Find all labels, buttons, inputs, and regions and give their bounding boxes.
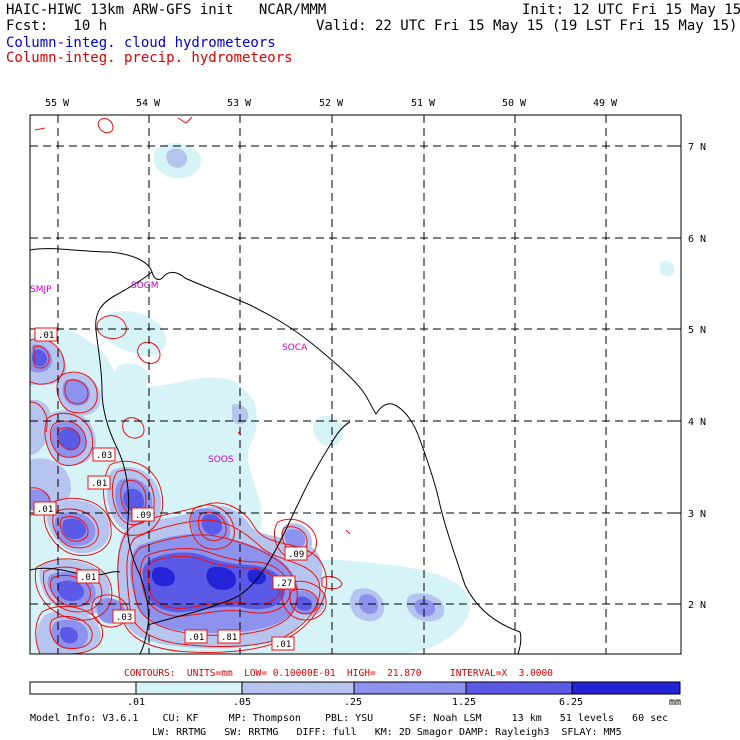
colorbar-segment bbox=[571, 681, 681, 695]
color-bar bbox=[29, 681, 681, 695]
svg-text:.03: .03 bbox=[96, 451, 112, 461]
contour-label: .03 bbox=[112, 609, 136, 624]
colorbar-units: mm bbox=[669, 697, 681, 708]
contour-label: .01 bbox=[34, 327, 58, 342]
colorbar-segment bbox=[465, 681, 573, 695]
precip-legend: Column-integ. precip. hydrometeors bbox=[6, 50, 293, 66]
colorbar-tick: 6.25 bbox=[559, 697, 583, 708]
lon-label: 50 W bbox=[502, 98, 527, 109]
lat-label: 6 N bbox=[688, 234, 706, 245]
lat-label: 4 N bbox=[688, 417, 706, 428]
contour-label: .01 bbox=[184, 629, 208, 644]
station-label: SOCA bbox=[282, 343, 308, 353]
forecast-hour: Fcst: 10 h bbox=[6, 18, 108, 34]
colorbar-segment bbox=[29, 681, 137, 695]
longitude-labels: 55 W 54 W 53 W 52 W 51 W 50 W 49 W bbox=[45, 98, 618, 109]
lon-label: 52 W bbox=[319, 98, 344, 109]
colorbar-tick: 1.25 bbox=[452, 697, 476, 708]
svg-text:.01: .01 bbox=[91, 479, 107, 489]
cloud-legend: Column-integ. cloud hydrometeors bbox=[6, 35, 276, 51]
valid-time: Valid: 22 UTC Fri 15 May 15 (19 LST Fri … bbox=[316, 18, 738, 34]
init-time: Init: 12 UTC Fri 15 May 15 bbox=[522, 2, 740, 18]
model-info-line2: LW: RRTMG SW: RRTMG DIFF: full KM: 2D Sm… bbox=[152, 727, 622, 738]
colorbar-segment bbox=[241, 681, 355, 695]
lon-label: 49 W bbox=[593, 98, 618, 109]
svg-text:.03: .03 bbox=[116, 613, 132, 623]
svg-text:.81: .81 bbox=[221, 633, 237, 643]
tick-marks bbox=[57, 115, 681, 605]
colorbar-ticks: .01 .05 .25 1.25 6.25 mm bbox=[127, 697, 681, 708]
lon-label: 55 W bbox=[45, 98, 70, 109]
colorbar-tick: .25 bbox=[344, 697, 362, 708]
contour-label: .01 bbox=[33, 501, 57, 516]
hydrometeor-shading bbox=[30, 116, 675, 654]
lon-label: 53 W bbox=[227, 98, 252, 109]
colorbar-tick: .05 bbox=[233, 697, 251, 708]
svg-text:.09: .09 bbox=[288, 550, 304, 560]
colorbar-tick: .01 bbox=[127, 697, 145, 708]
latitude-labels: 7 N 6 N 5 N 4 N 3 N 2 N bbox=[688, 142, 706, 611]
contour-label: .01 bbox=[271, 636, 295, 651]
lat-label: 3 N bbox=[688, 509, 706, 520]
lat-label: 2 N bbox=[688, 600, 706, 611]
contour-label: .81 bbox=[217, 629, 241, 644]
colorbar-segment bbox=[353, 681, 467, 695]
lon-label: 51 W bbox=[411, 98, 436, 109]
plot-title: HAIC-HIWC 13km ARW-GFS init NCAR/MMM bbox=[6, 2, 327, 18]
svg-text:.27: .27 bbox=[276, 579, 292, 589]
svg-text:.09: .09 bbox=[135, 511, 151, 521]
contour-label: .01 bbox=[76, 569, 100, 584]
lat-label: 7 N bbox=[688, 142, 706, 153]
contour-label: .27 bbox=[272, 575, 296, 590]
station-labels: SMJP SOGM SOCA SOOS bbox=[30, 281, 308, 465]
station-label: SOGM bbox=[131, 281, 159, 291]
colorbar-segment bbox=[135, 681, 243, 695]
svg-text:.01: .01 bbox=[80, 573, 96, 583]
lat-label: 5 N bbox=[688, 325, 706, 336]
svg-text:.01: .01 bbox=[188, 633, 204, 643]
lat-lon-grid bbox=[30, 115, 681, 654]
lon-label: 54 W bbox=[136, 98, 161, 109]
contour-label: .09 bbox=[131, 507, 155, 522]
station-label: SMJP bbox=[30, 285, 52, 295]
model-info-line1: Model Info: V3.6.1 CU: KF MP: Thompson P… bbox=[30, 713, 668, 724]
contour-info: CONTOURS: UNITS=mm LOW= 0.10000E-01 HIGH… bbox=[124, 668, 553, 679]
contour-value-labels: .01 .03 .01 .01 .09 .09 .27 .01 .03 .01 … bbox=[33, 327, 308, 651]
map-frame bbox=[29, 114, 682, 655]
contour-label: .03 bbox=[92, 447, 116, 462]
contour-label: .09 bbox=[284, 546, 308, 561]
svg-text:.01: .01 bbox=[37, 505, 53, 515]
contour-label: .01 bbox=[87, 475, 111, 490]
svg-text:.01: .01 bbox=[275, 640, 291, 650]
station-label: SOOS bbox=[208, 455, 234, 465]
svg-text:.01: .01 bbox=[38, 331, 54, 341]
